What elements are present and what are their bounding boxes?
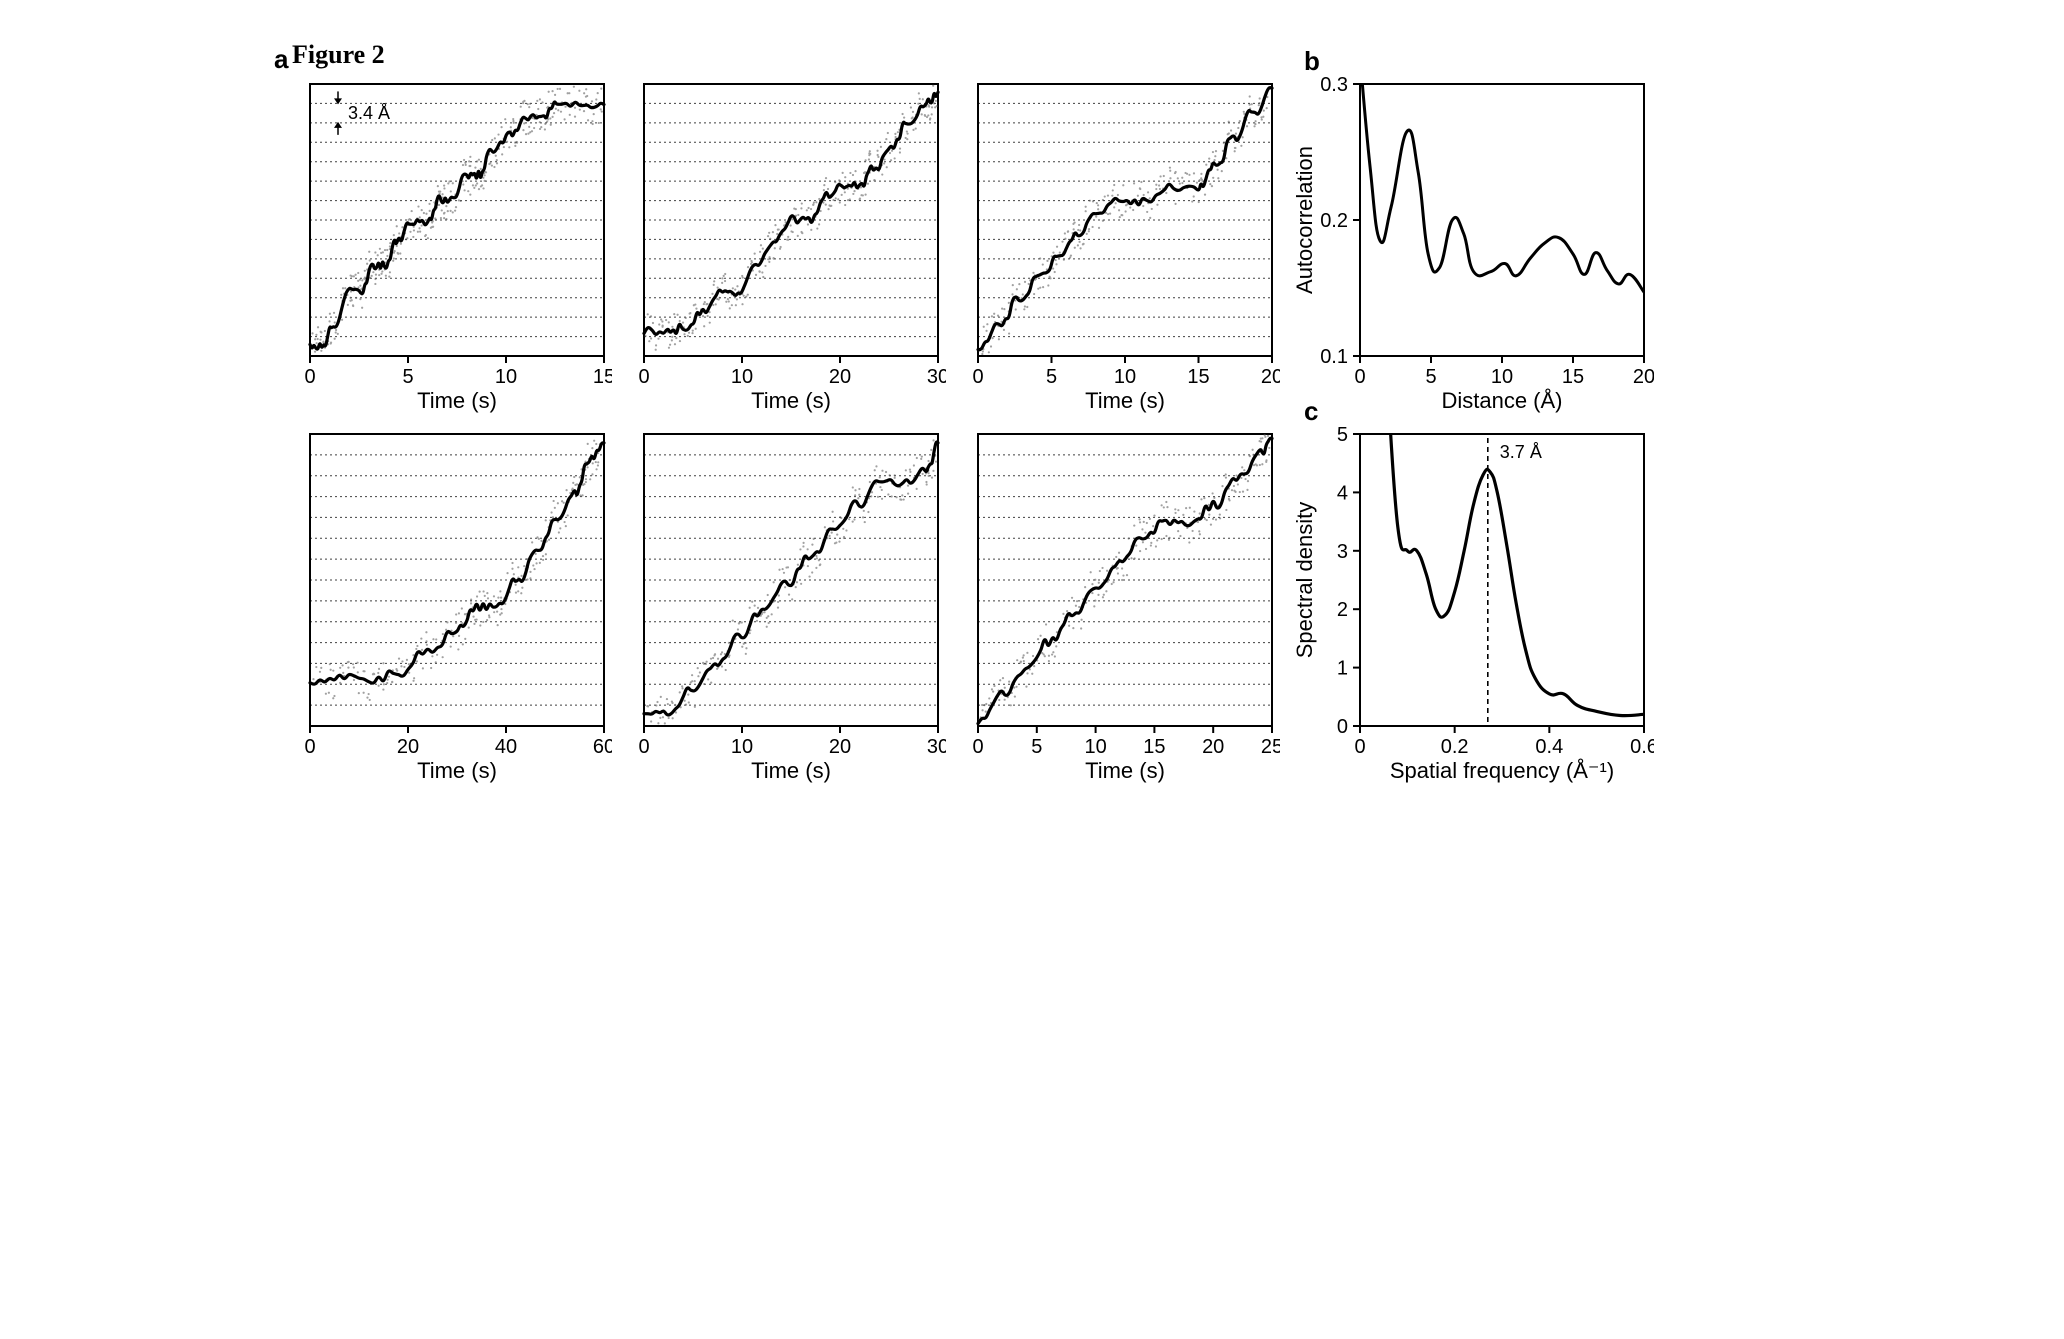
svg-text:0: 0	[304, 736, 315, 758]
svg-text:2: 2	[1337, 599, 1348, 621]
panel-label-b: b	[1304, 46, 1320, 77]
figure-title: Figure 2	[292, 40, 1772, 70]
panel-a-subplot-2: 0 5 10 15 20 Time (s)	[960, 74, 1280, 414]
svg-text:10: 10	[495, 366, 517, 388]
svg-text:25: 25	[1261, 736, 1280, 758]
svg-text:60: 60	[593, 736, 612, 758]
svg-text:20: 20	[829, 366, 851, 388]
svg-text:0: 0	[972, 366, 983, 388]
grid-cell-r1-c1: 0 10 20 30 Time (s)	[626, 424, 946, 784]
svg-text:20: 20	[1202, 736, 1224, 758]
grid-cell-r1-c3: c00.20.40.6012345Spatial frequency (Å⁻¹)…	[1294, 424, 1654, 784]
svg-text:Time (s): Time (s)	[751, 758, 831, 783]
svg-text:15: 15	[1562, 366, 1584, 388]
panel-label-c: c	[1304, 396, 1318, 427]
svg-text:0: 0	[1337, 716, 1348, 738]
svg-text:10: 10	[1114, 366, 1136, 388]
svg-text:5: 5	[1425, 366, 1436, 388]
panel-label-a: a	[274, 44, 288, 75]
svg-text:15: 15	[1187, 366, 1209, 388]
svg-text:3: 3	[1337, 541, 1348, 563]
svg-text:5: 5	[1031, 736, 1042, 758]
svg-text:15: 15	[1143, 736, 1165, 758]
svg-text:Autocorrelation: Autocorrelation	[1294, 146, 1317, 294]
svg-text:40: 40	[495, 736, 517, 758]
svg-text:0.4: 0.4	[1535, 736, 1563, 758]
svg-text:15: 15	[593, 366, 612, 388]
panel-a-subplot-5: 0 5 10 15 20 25 Time (s)	[960, 424, 1280, 784]
svg-text:5: 5	[402, 366, 413, 388]
grid-cell-r1-c0: 0 20 40 60 Time (s)	[292, 424, 612, 784]
svg-text:Time (s): Time (s)	[751, 388, 831, 413]
svg-text:5: 5	[1046, 366, 1057, 388]
svg-text:0.2: 0.2	[1441, 736, 1469, 758]
svg-text:Time (s): Time (s)	[417, 388, 497, 413]
grid-cell-r0-c0: a051015Time (s)3.4 Å	[292, 74, 612, 414]
svg-text:0.3: 0.3	[1320, 74, 1348, 96]
svg-text:Time (s): Time (s)	[1085, 388, 1165, 413]
svg-text:20: 20	[1633, 366, 1654, 388]
svg-text:Time (s): Time (s)	[1085, 758, 1165, 783]
svg-text:Spatial frequency (Å⁻¹): Spatial frequency (Å⁻¹)	[1390, 758, 1614, 783]
svg-text:20: 20	[1261, 366, 1280, 388]
svg-text:Spectral density: Spectral density	[1294, 502, 1317, 659]
svg-text:0: 0	[638, 366, 649, 388]
peak-label: 3.7 Å	[1500, 442, 1542, 462]
figure-grid: a051015Time (s)3.4 Å0102030Time (s)05101…	[292, 74, 1772, 784]
grid-cell-r1-c2: 0 5 10 15 20 25 Time (s)	[960, 424, 1280, 784]
svg-text:0.1: 0.1	[1320, 346, 1348, 368]
svg-text:10: 10	[731, 736, 753, 758]
svg-text:10: 10	[1491, 366, 1513, 388]
panel-a-subplot-1: 0 10 20 30 Time (s)	[626, 74, 946, 414]
panel-c-chart: 0 0.2 0.4 0.6 0 1 2 3 4 5 Spatial frequency (Å⁻¹) S…	[1294, 424, 1654, 784]
scale-bar-label: 3.4 Å	[348, 103, 390, 123]
svg-text:0.6: 0.6	[1630, 736, 1654, 758]
svg-text:4: 4	[1337, 482, 1348, 504]
panel-a-subplot-4: 0 10 20 30 Time (s)	[626, 424, 946, 784]
svg-text:1: 1	[1337, 658, 1348, 680]
svg-text:30: 30	[927, 366, 946, 388]
svg-text:0: 0	[1354, 366, 1365, 388]
svg-text:0: 0	[1354, 736, 1365, 758]
svg-text:20: 20	[397, 736, 419, 758]
svg-text:20: 20	[829, 736, 851, 758]
grid-cell-r0-c2: 0 5 10 15 20 Time (s)	[960, 74, 1280, 414]
panel-b-chart: 0 5 10 15 20 0.1 0.2 0.3 Distance (Å) Autocorrela…	[1294, 74, 1654, 414]
svg-text:Distance (Å): Distance (Å)	[1441, 388, 1562, 413]
panel-a-subplot-0: 0 5 10 15 Time (s) 3.4 Å	[292, 74, 612, 414]
svg-text:Time (s): Time (s)	[417, 758, 497, 783]
grid-cell-r0-c1: 0 10 20 30 Time (s)	[626, 74, 946, 414]
svg-text:10: 10	[1084, 736, 1106, 758]
grid-cell-r0-c3: b051015200.10.20.3Distance (Å)Autocorrel…	[1294, 74, 1654, 414]
panel-a-subplot-3: 0 20 40 60 Time (s)	[292, 424, 612, 784]
svg-text:0: 0	[638, 736, 649, 758]
svg-text:0: 0	[304, 366, 315, 388]
svg-text:5: 5	[1337, 424, 1348, 446]
svg-text:30: 30	[927, 736, 946, 758]
svg-text:10: 10	[731, 366, 753, 388]
svg-text:0.2: 0.2	[1320, 210, 1348, 232]
svg-text:0: 0	[972, 736, 983, 758]
